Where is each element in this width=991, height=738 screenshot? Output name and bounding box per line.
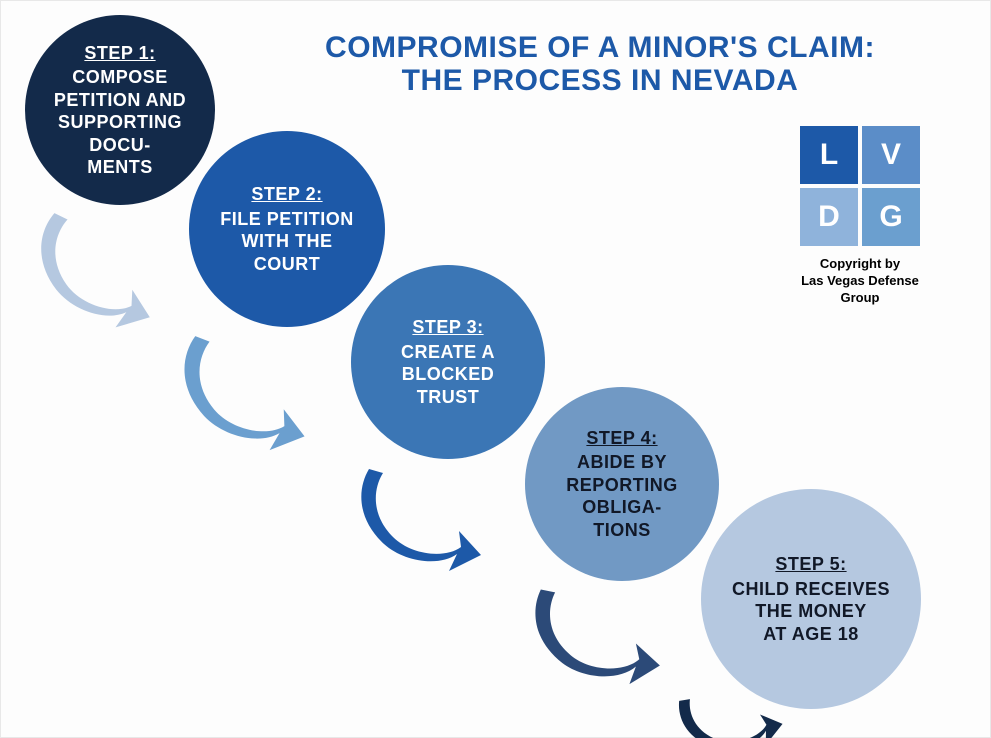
step-3-label: STEP 3: [369, 316, 527, 339]
logo-cell-L: L [800, 126, 858, 184]
logo-caption: Copyright by Las Vegas Defense Group [800, 256, 920, 307]
step-5-circle: STEP 5: CHILD RECEIVESTHE MONEYAT AGE 18 [701, 489, 921, 709]
step-1-label: STEP 1: [43, 42, 197, 65]
step-2-body: FILE PETITIONWITH THECOURT [220, 209, 354, 274]
step-1-circle: STEP 1: COMPOSEPETITION ANDSUPPORTINGDOC… [25, 15, 215, 205]
arrow-4 [520, 569, 670, 701]
title-line-2: THE PROCESS IN NEVADA [240, 64, 960, 97]
infographic-canvas: COMPROMISE OF A MINOR'S CLAIM: THE PROCE… [0, 0, 991, 738]
step-4-circle: STEP 4: ABIDE BYREPORTINGOBLIGA-TIONS [525, 387, 719, 581]
step-1-body: COMPOSEPETITION ANDSUPPORTINGDOCU-MENTS [54, 67, 186, 177]
arrow-3 [349, 459, 489, 579]
logo-cell-D: D [800, 188, 858, 246]
step-4-body: ABIDE BYREPORTINGOBLIGA-TIONS [566, 452, 678, 540]
logo-cell-G: G [862, 188, 920, 246]
step-2-circle: STEP 2: FILE PETITIONWITH THECOURT [189, 131, 385, 327]
logo-grid: L V D G [800, 126, 920, 246]
main-title: COMPROMISE OF A MINOR'S CLAIM: THE PROCE… [240, 31, 960, 97]
step-2-label: STEP 2: [207, 183, 367, 206]
arrow-2 [164, 324, 321, 462]
logo-block: L V D G Copyright by Las Vegas Defense G… [800, 126, 920, 307]
step-5-body: CHILD RECEIVESTHE MONEYAT AGE 18 [732, 579, 890, 644]
step-4-label: STEP 4: [543, 427, 701, 450]
title-line-1: COMPROMISE OF A MINOR'S CLAIM: [240, 31, 960, 64]
step-5-label: STEP 5: [719, 553, 903, 576]
arrow-1 [16, 200, 175, 342]
logo-cell-V: V [862, 126, 920, 184]
step-3-body: CREATE ABLOCKEDTRUST [401, 342, 495, 407]
step-3-circle: STEP 3: CREATE ABLOCKEDTRUST [351, 265, 545, 459]
